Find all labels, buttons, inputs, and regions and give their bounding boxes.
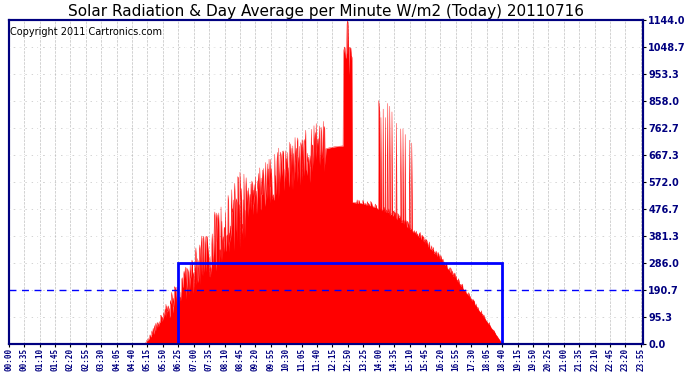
Title: Solar Radiation & Day Average per Minute W/m2 (Today) 20110716: Solar Radiation & Day Average per Minute… bbox=[68, 4, 584, 19]
Text: Copyright 2011 Cartronics.com: Copyright 2011 Cartronics.com bbox=[10, 27, 162, 37]
Bar bbox=[178, 263, 502, 344]
